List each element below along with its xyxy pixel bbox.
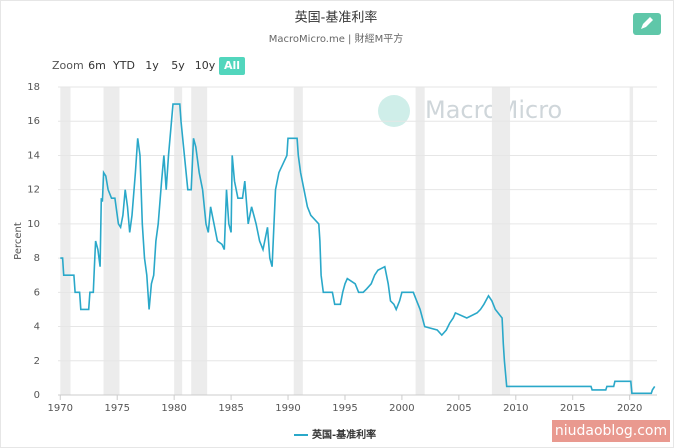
y-tick-label: 18 bbox=[27, 82, 40, 93]
zoom-button[interactable]: All bbox=[224, 59, 240, 72]
watermark-logo bbox=[378, 95, 410, 127]
y-tick-label: 0 bbox=[34, 390, 40, 401]
recession-band bbox=[629, 87, 634, 395]
data-line bbox=[60, 103, 656, 395]
y-tick-label: 12 bbox=[27, 185, 40, 196]
legend-label[interactable]: 英国-基准利率 bbox=[311, 428, 376, 441]
x-tick-label: 1990 bbox=[275, 403, 300, 414]
x-tick-label: 2015 bbox=[560, 403, 585, 414]
x-tick-label: 2010 bbox=[503, 403, 528, 414]
y-axis-label: Percent bbox=[13, 222, 24, 260]
zoom-button[interactable]: YTD bbox=[112, 59, 135, 72]
y-tick-label: 4 bbox=[34, 322, 40, 333]
chart-subtitle: MacroMicro.me | 財經M平方 bbox=[269, 32, 403, 45]
chart-title: 英国-基准利率 bbox=[295, 10, 378, 26]
site-mark-bg bbox=[552, 420, 670, 442]
x-tick-label: 1970 bbox=[48, 403, 73, 414]
zoom-button[interactable]: 6m bbox=[88, 59, 106, 72]
y-tick-label: 14 bbox=[27, 150, 40, 161]
recession-band bbox=[293, 87, 303, 395]
zoom-button[interactable]: 1y bbox=[145, 59, 159, 72]
x-tick-label: 1975 bbox=[104, 403, 129, 414]
recession-band bbox=[103, 87, 120, 395]
x-tick-label: 1995 bbox=[332, 403, 357, 414]
x-tick-label: 2005 bbox=[446, 403, 471, 414]
x-tick-label: 2000 bbox=[389, 403, 414, 414]
x-tick-label: 1985 bbox=[218, 403, 243, 414]
recession-band bbox=[60, 87, 71, 395]
zoom-button[interactable]: 5y bbox=[171, 59, 185, 72]
recession-band bbox=[415, 87, 425, 395]
y-tick-label: 16 bbox=[27, 116, 40, 127]
zoom-button[interactable]: 10y bbox=[195, 59, 216, 72]
y-tick-label: 2 bbox=[34, 356, 40, 367]
edit-icon bbox=[641, 17, 653, 29]
site-mark: niudaoblog.com bbox=[555, 423, 667, 439]
x-tick-label: 1980 bbox=[161, 403, 186, 414]
y-tick-label: 8 bbox=[34, 253, 40, 264]
x-tick-label: 2020 bbox=[617, 403, 642, 414]
recession-band bbox=[491, 87, 511, 395]
zoom-label: Zoom bbox=[52, 59, 84, 72]
recession-band bbox=[191, 87, 208, 395]
zoom-button-bg[interactable] bbox=[219, 57, 245, 75]
y-tick-label: 10 bbox=[27, 219, 40, 230]
recession-band bbox=[174, 87, 183, 395]
y-tick-label: 6 bbox=[34, 287, 40, 298]
